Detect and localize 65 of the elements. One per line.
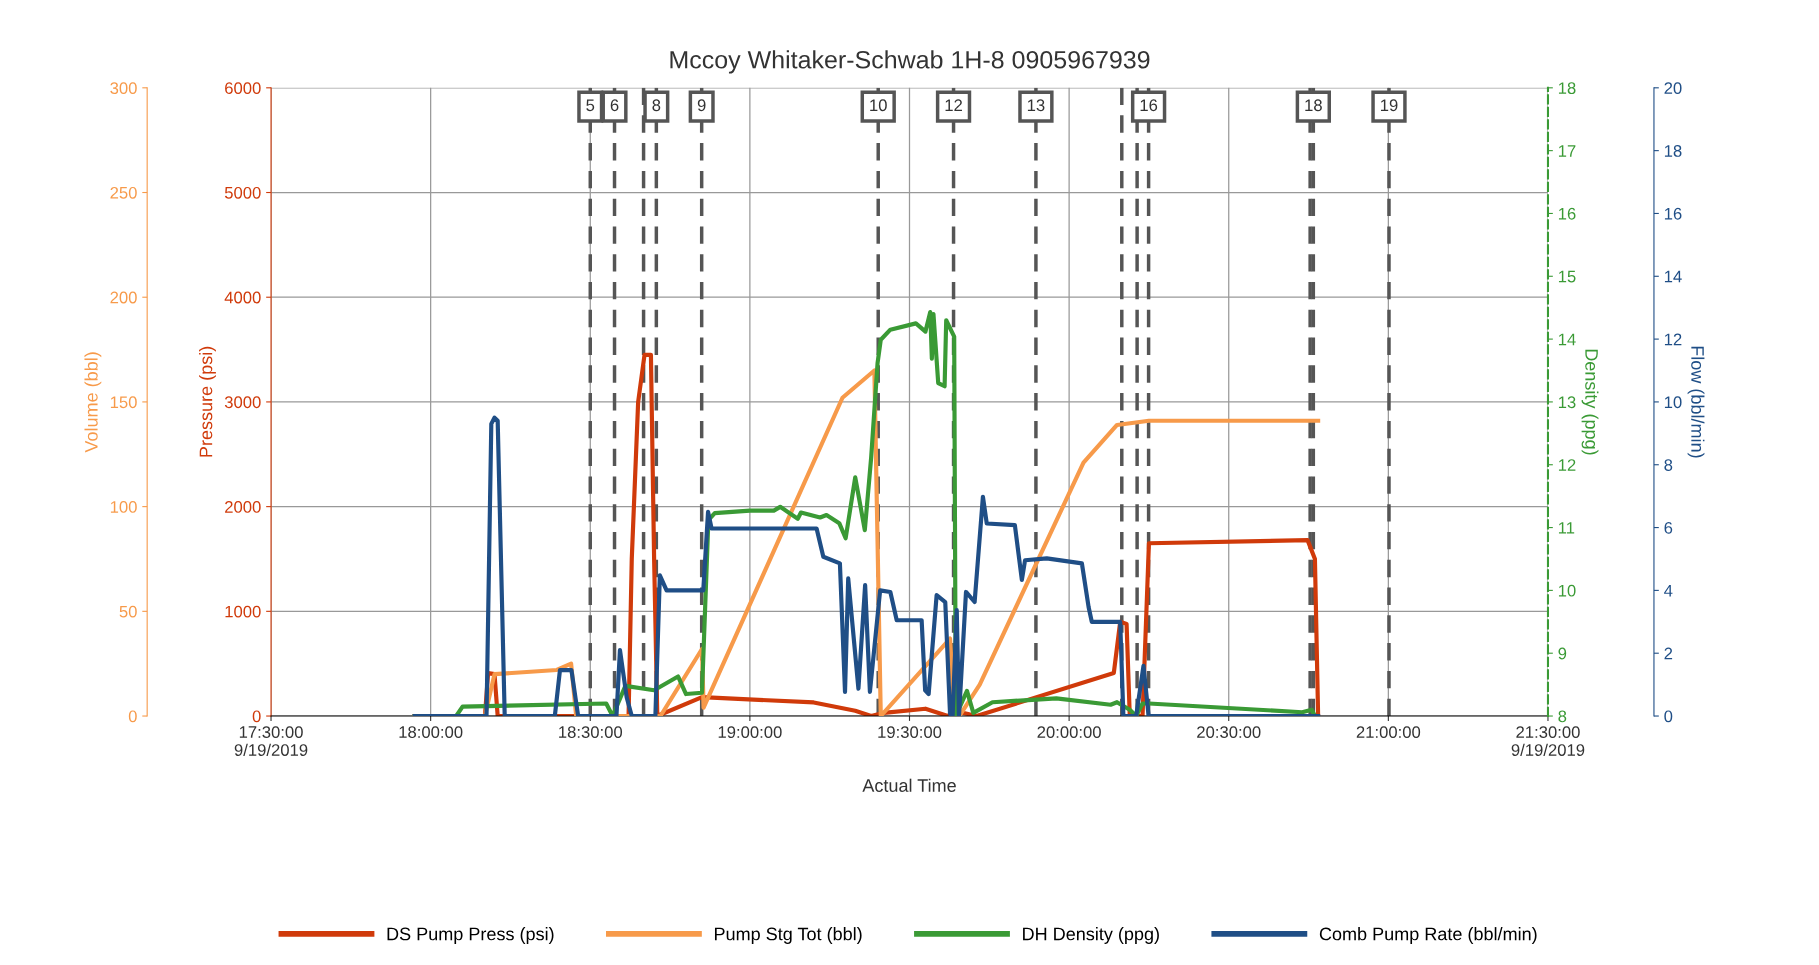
y2-tick-label: 250 bbox=[110, 186, 137, 199]
y-tick-label: 16 bbox=[1558, 207, 1576, 220]
y-axis-title: Pressure (psi) bbox=[199, 346, 216, 457]
y2-tick-label: 0 bbox=[128, 710, 137, 723]
y2-tick-label: 4 bbox=[1664, 584, 1673, 597]
y2-tick-label: 200 bbox=[110, 291, 137, 304]
y-tick-label: 11 bbox=[1558, 522, 1575, 534]
y-tick-label: 14 bbox=[1558, 333, 1576, 346]
annotation: 10 bbox=[870, 99, 887, 112]
y-tick-label: 2000 bbox=[225, 501, 261, 513]
x-axis-title: Actual Time bbox=[862, 778, 956, 792]
y-tick-label: 4000 bbox=[224, 291, 261, 304]
x-tick-label: 20:30:00 bbox=[1197, 726, 1261, 738]
annotation: 5 bbox=[586, 99, 595, 112]
y-tick-label: 9 bbox=[1558, 647, 1567, 660]
y-tick-label: 18 bbox=[1558, 82, 1576, 95]
annotation: 12 bbox=[945, 99, 962, 111]
x-tick-label: 18:30:00 bbox=[559, 726, 623, 738]
y-tick-label: 1000 bbox=[225, 605, 261, 618]
y2-tick-label: 12 bbox=[1664, 333, 1682, 346]
x-tick-label: 21:00:00 bbox=[1356, 726, 1421, 738]
annotation: 19 bbox=[1380, 99, 1398, 112]
annotation: 6 bbox=[610, 99, 619, 112]
y2-tick-label: 300 bbox=[110, 82, 137, 95]
y2-tick-label: 16 bbox=[1664, 207, 1682, 220]
y2-tick-label: 18 bbox=[1664, 145, 1682, 157]
annotation: 16 bbox=[1140, 99, 1158, 112]
y-tick-label: 5000 bbox=[224, 186, 261, 199]
annotation: 18 bbox=[1305, 99, 1322, 112]
y-tick-label: 17 bbox=[1558, 145, 1576, 157]
legend-label: Comb Pump Rate (bbl/min) bbox=[1319, 927, 1537, 944]
y-tick-label: 3000 bbox=[224, 396, 261, 409]
y-tick-label: 8 bbox=[1558, 710, 1567, 723]
y-tick-label: 10 bbox=[1558, 584, 1576, 597]
y2-tick-label: 20 bbox=[1664, 82, 1682, 95]
y2-axis-title: Volume (bbl) bbox=[84, 352, 102, 453]
annotation: 8 bbox=[652, 99, 661, 112]
y-axis-title: Density (ppg) bbox=[1581, 349, 1599, 455]
x-tick-label: 19:30:00 bbox=[878, 726, 942, 738]
legend-label: Pump Stg Tot (bbl) bbox=[714, 927, 862, 944]
x-tick-label: 19:00:00 bbox=[718, 726, 782, 738]
legend-label: DH Density (ppg) bbox=[1023, 927, 1159, 944]
chart-title: Mccoy Whitaker-Schwab 1H-8 0905967939 bbox=[670, 50, 1150, 74]
y-tick-label: 12 bbox=[1558, 459, 1576, 471]
y2-axis-title: Flow (bbl/min) bbox=[1687, 346, 1705, 458]
y-tick-label: 13 bbox=[1558, 396, 1576, 409]
y2-tick-label: 8 bbox=[1664, 459, 1673, 471]
y2-tick-label: 6 bbox=[1664, 521, 1673, 534]
x-tick-label: 17:30:00 9/19/2019 bbox=[234, 726, 308, 756]
x-tick-label: 21:30:00 9/19/2019 bbox=[1511, 726, 1585, 756]
y-tick-label: 15 bbox=[1558, 270, 1576, 283]
y2-tick-label: 0 bbox=[1664, 710, 1673, 723]
legend-label: DS Pump Press (psi) bbox=[387, 927, 554, 944]
y2-tick-label: 150 bbox=[110, 396, 137, 409]
y2-tick-label: 100 bbox=[110, 501, 137, 513]
y2-tick-label: 14 bbox=[1664, 270, 1682, 283]
y-tick-label: 0 bbox=[252, 710, 261, 723]
annotation: 9 bbox=[697, 99, 706, 112]
annotation: 13 bbox=[1027, 99, 1045, 112]
y2-tick-label: 10 bbox=[1664, 396, 1682, 409]
y2-tick-label: 50 bbox=[119, 605, 137, 618]
y-tick-label: 6000 bbox=[225, 82, 261, 95]
x-tick-label: 18:00:00 bbox=[399, 726, 463, 738]
x-tick-label: 20:00:00 bbox=[1037, 726, 1101, 738]
y2-tick-label: 2 bbox=[1664, 647, 1673, 660]
